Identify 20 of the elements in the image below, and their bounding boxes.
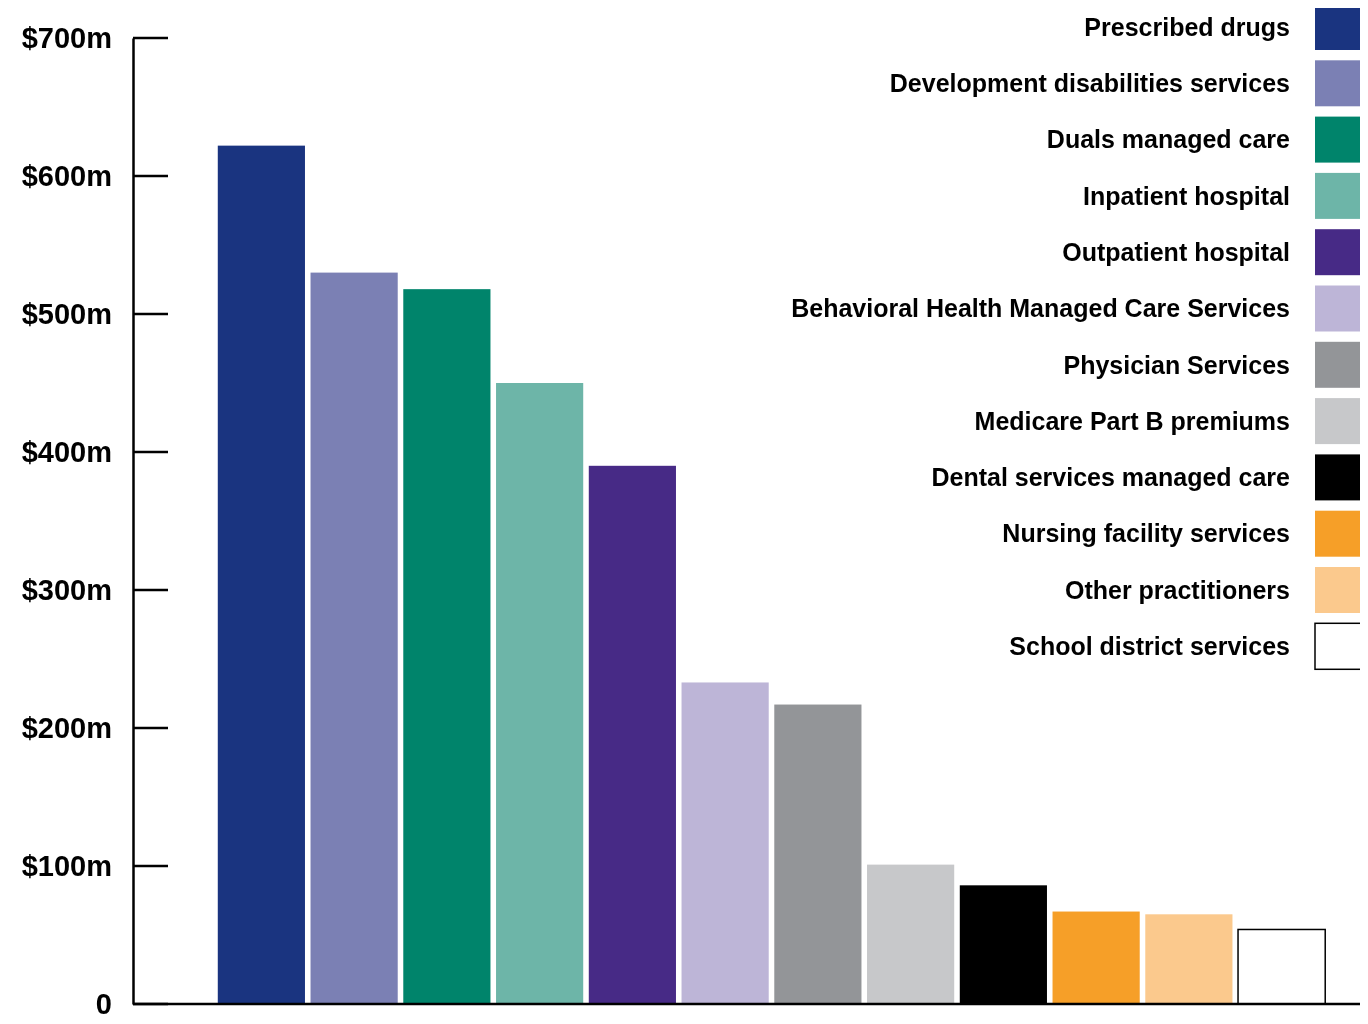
y-tick-label: 0: [95, 987, 112, 1020]
y-tick-label: $500m: [21, 297, 112, 330]
y-tick-label: $100m: [21, 849, 112, 882]
y-tick-label: $600m: [21, 159, 112, 192]
legend-label: Inpatient hospital: [1083, 181, 1290, 210]
legend-label: School district services: [1009, 632, 1290, 661]
legend-label: Prescribed drugs: [1084, 12, 1290, 41]
legend-label: Physician Services: [1063, 350, 1290, 379]
legend-label: Medicare Part B premiums: [974, 406, 1290, 435]
y-tick-label: $200m: [21, 711, 112, 744]
legend-label: Development disabilities services: [889, 69, 1290, 98]
legend-label: Behavioral Health Managed Care Services: [791, 294, 1290, 323]
legend-label: Other practitioners: [1064, 575, 1290, 604]
legend-label: Outpatient hospital: [1062, 237, 1290, 266]
y-tick-label: $700m: [21, 21, 112, 54]
legend-label: Duals managed care: [1046, 125, 1291, 154]
y-tick-label: $400m: [21, 435, 112, 468]
legend-label: Nursing facility services: [1002, 519, 1290, 548]
legend-label: Dental services managed care: [931, 463, 1291, 492]
y-tick-label: $300m: [21, 573, 112, 606]
